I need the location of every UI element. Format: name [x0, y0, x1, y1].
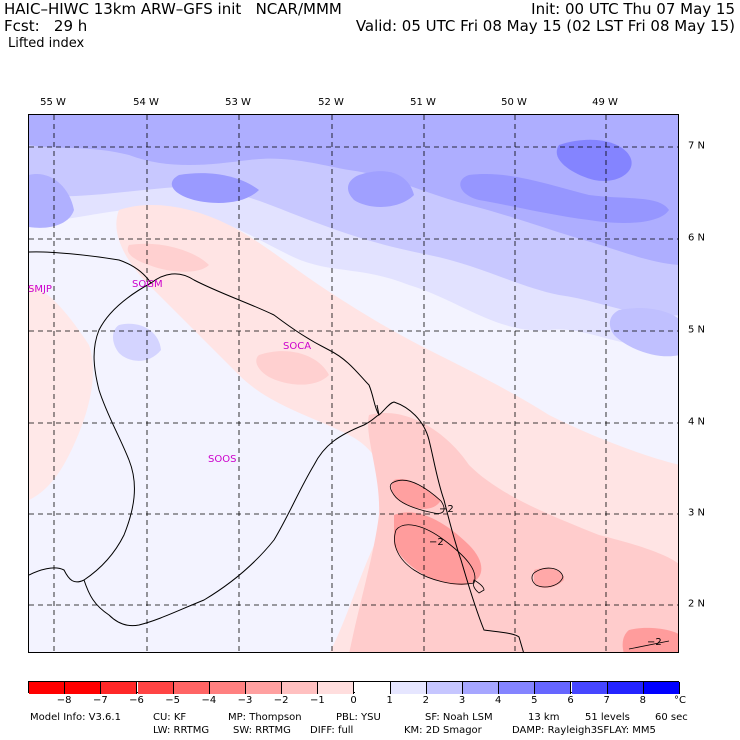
title-model: HAIC–HIWC 13km ARW–GFS init NCAR/MMM	[4, 0, 342, 18]
colorbar-tick-label: −6	[129, 695, 144, 706]
footer-item: PBL: YSU	[336, 712, 381, 723]
colorbar-tick-label: 0	[350, 695, 357, 706]
lat-label: 7 N	[688, 140, 706, 152]
footer-item: DIFF: full	[310, 725, 354, 736]
colorbar-tick-label: −2	[273, 695, 289, 706]
field-name: Lifted index	[8, 36, 85, 51]
contour-lines	[389, 479, 670, 650]
colorbar-cell	[173, 682, 210, 694]
blue-shading	[29, 115, 678, 361]
station-label: SOOS	[208, 454, 237, 465]
footer-item: CU: KF	[153, 712, 187, 723]
colorbar-cell	[426, 682, 463, 694]
footer-item: 13 km	[528, 712, 560, 723]
contour-label: −2	[429, 537, 444, 548]
colorbar-tick-label: −5	[165, 695, 181, 706]
colorbar-tick-label: 6	[567, 695, 574, 706]
lat-label: 3 N	[688, 507, 706, 519]
colorbar-tick-label: 5	[531, 695, 538, 706]
footer-item: MP: Thompson	[228, 712, 302, 723]
colorbar-cell	[65, 682, 102, 694]
colorbar-cell	[318, 682, 355, 694]
colorbar-cell	[571, 682, 608, 694]
colorbar-tick-label: −4	[201, 695, 217, 706]
lat-lon-grid	[29, 115, 678, 652]
red-shading	[29, 205, 678, 652]
valid-time: Valid: 05 UTC Fri 08 May 15 (02 LST Fri …	[355, 17, 735, 35]
lon-label: 51 W	[410, 97, 436, 108]
colorbar-tick-label: 2	[422, 695, 430, 706]
colorbar-tick-label: −1	[309, 695, 325, 706]
footer-item: SW: RRTMG	[233, 725, 291, 736]
footer-item: 60 sec	[655, 712, 688, 723]
lat-label: 2 N	[688, 598, 706, 610]
colorbar-cell	[535, 682, 572, 694]
lon-label: 49 W	[592, 97, 618, 108]
coastlines-borders	[29, 251, 524, 652]
footer-item: Model Info: V3.6.1	[30, 712, 121, 723]
colorbar-cell	[209, 682, 246, 694]
contour-label: −2	[647, 637, 662, 648]
colorbar-cell	[137, 682, 174, 694]
footer-item: KM: 2D Smagor	[404, 725, 482, 736]
colorbar-tick-label: −7	[92, 695, 108, 706]
colorbar-tick-label: 4	[494, 695, 502, 706]
lat-label: 6 N	[688, 232, 706, 244]
colorbar-cell	[463, 682, 500, 694]
colorbar-cell	[499, 682, 536, 694]
colorbar-cell	[282, 682, 319, 694]
colorbar-tick-label: 7	[603, 695, 610, 706]
colorbar-cell	[29, 682, 66, 694]
lifted-index-field	[29, 115, 678, 652]
colorbar-cell	[607, 682, 644, 694]
station-label: SMJP	[28, 284, 52, 295]
colorbar-tick-label: 8	[639, 695, 647, 706]
colorbar-cell	[354, 682, 391, 694]
colorbar	[28, 681, 680, 694]
footer-item: SF: Noah LSM	[425, 712, 493, 723]
lon-label: 50 W	[501, 97, 527, 108]
colorbar-cell	[101, 682, 138, 694]
footer-item: SFLAY: MM5	[597, 725, 656, 736]
footer-item: 51 levels	[585, 712, 630, 723]
colorbar-cell	[390, 682, 427, 694]
lat-label: 4 N	[688, 416, 706, 428]
footer-item: LW: RRTMG	[153, 725, 210, 736]
lon-label: 52 W	[318, 97, 344, 108]
lat-label: 5 N	[688, 324, 706, 336]
colorbar-unit: °C	[674, 695, 686, 706]
lon-label: 54 W	[133, 97, 159, 108]
footer-item: DAMP: Rayleigh3	[512, 725, 598, 736]
lon-label: 53 W	[225, 97, 251, 108]
colorbar-tick-label: −3	[237, 695, 253, 706]
colorbar-tick-label: 1	[386, 695, 393, 706]
station-label: SOGM	[132, 279, 163, 290]
forecast-hour: Fcst: 29 h	[4, 17, 88, 35]
contour-label: −2	[439, 504, 454, 515]
map-panel	[28, 114, 679, 653]
colorbar-cell	[246, 682, 283, 694]
init-time: Init: 00 UTC Thu 07 May 15	[531, 0, 735, 18]
colorbar-cell	[643, 682, 680, 694]
lon-label: 55 W	[40, 97, 66, 108]
station-label: SOCA	[283, 341, 312, 352]
colorbar-tick-label: −8	[56, 695, 72, 706]
colorbar-tick-label: 3	[458, 695, 466, 706]
